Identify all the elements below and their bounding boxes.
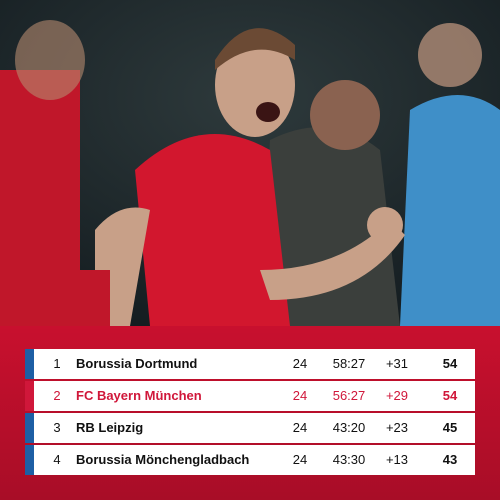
diff-cell: +23	[385, 420, 409, 435]
rank-cell: 3	[53, 420, 61, 435]
goals-cell: 58:27	[332, 356, 366, 371]
standings-table: 1 Borussia Dortmund 24 58:27 +31 54 2 FC Bayern…	[25, 349, 475, 477]
table-row: 4 Borussia Mönchengladbach 24 43:30 +13 43	[25, 445, 475, 475]
games-cell: 24	[292, 356, 308, 371]
row-stripe	[25, 349, 34, 379]
games-cell: 24	[292, 388, 308, 403]
points-cell: 45	[442, 420, 458, 435]
points-cell: 54	[442, 388, 458, 403]
games-cell: 24	[292, 452, 308, 467]
team-cell: RB Leipzig	[76, 420, 144, 435]
row-stripe	[25, 445, 34, 475]
rank-cell: 2	[53, 388, 61, 403]
points-cell: 54	[442, 356, 458, 371]
games-cell: 24	[292, 420, 308, 435]
rank-cell: 1	[53, 356, 61, 371]
team-cell: Borussia Dortmund	[76, 356, 198, 371]
goals-cell: 43:30	[332, 452, 366, 467]
team-cell: FC Bayern München	[76, 388, 202, 403]
row-stripe	[25, 413, 34, 443]
player-photo	[0, 0, 500, 326]
goals-cell: 43:20	[332, 420, 366, 435]
team-cell: Borussia Mönchengladbach	[76, 452, 250, 467]
table-row: 3 RB Leipzig 24 43:20 +23 45	[25, 413, 475, 443]
diff-cell: +13	[385, 452, 409, 467]
table-row: 2 FC Bayern München 24 56:27 +29 54	[25, 381, 475, 411]
rank-cell: 4	[53, 452, 61, 467]
diff-cell: +31	[385, 356, 409, 371]
diff-cell: +29	[385, 388, 409, 403]
points-cell: 43	[442, 452, 458, 467]
goals-cell: 56:27	[332, 388, 366, 403]
table-row: 1 Borussia Dortmund 24 58:27 +31 54	[25, 349, 475, 379]
row-stripe	[25, 381, 34, 411]
